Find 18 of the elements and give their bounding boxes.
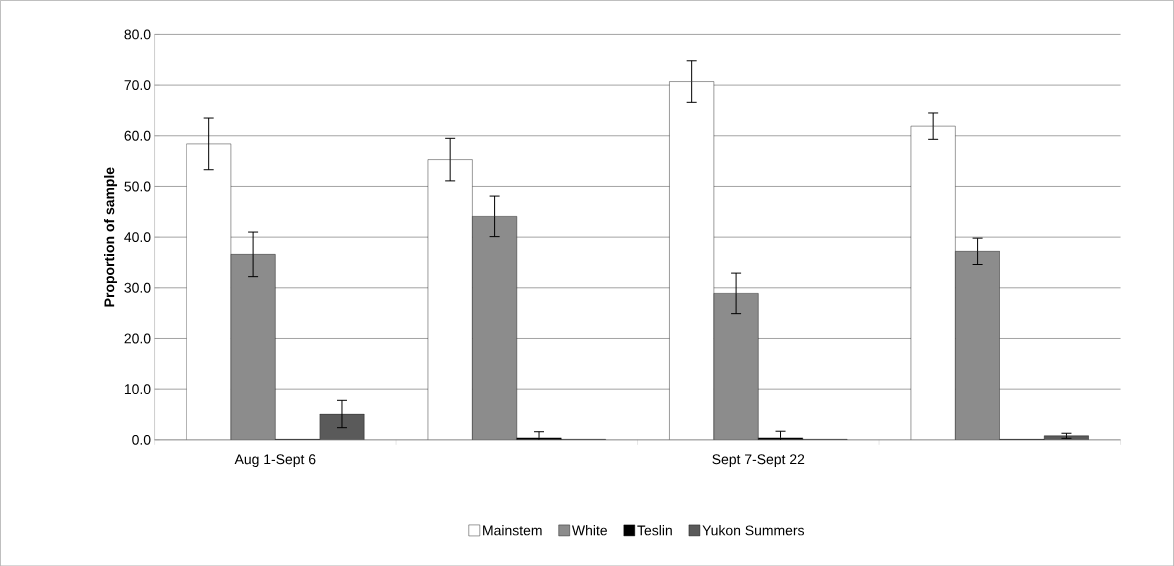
y-tick-label: 0.0	[132, 434, 151, 445]
y-tick-label: 20.0	[124, 333, 151, 344]
bar	[1044, 435, 1089, 440]
y-tick-label: 40.0	[124, 232, 151, 242]
y-tick-label: 60.0	[124, 130, 151, 141]
legend-label: Teslin	[637, 524, 672, 536]
legend-label: Yukon Summers	[702, 524, 805, 536]
y-tick-label: 30.0	[124, 282, 151, 293]
y-tick-label: 70.0	[124, 79, 151, 90]
y-tick-label: 50.0	[124, 181, 151, 192]
y-axis-title: Proportion of sample	[104, 167, 118, 307]
x-tick-label: Aug 1-Sept 6	[234, 454, 316, 467]
legend-label: White	[571, 524, 607, 536]
y-tick-label: 80.0	[124, 29, 151, 40]
bar	[319, 413, 365, 440]
x-tick-label: Sept 7-Sept 22	[712, 454, 805, 467]
y-tick-label: 10.0	[124, 384, 151, 394]
legend-label: Mainstem	[483, 524, 542, 536]
